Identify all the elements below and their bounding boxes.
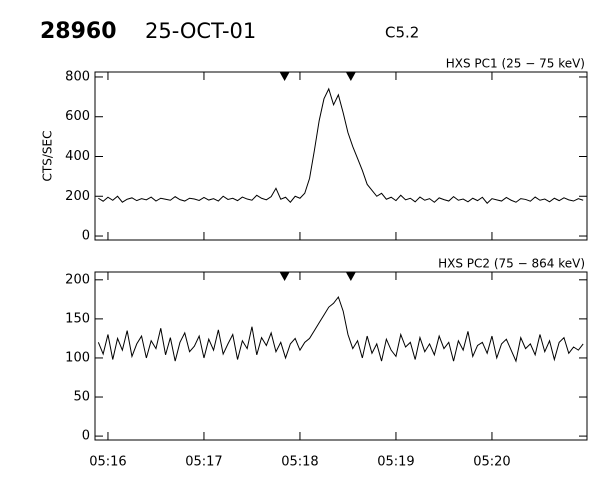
time-marker <box>345 272 356 281</box>
x-tick-label: 05:17 <box>185 455 222 470</box>
legend-entry: HXS PC1 (25 − 75 keV) <box>446 57 585 71</box>
time-marker <box>279 72 290 81</box>
chart-title: 28960 <box>40 19 117 44</box>
y-tick-label: 200 <box>65 272 90 287</box>
time-marker <box>345 72 356 81</box>
data-line <box>98 87 584 204</box>
x-tick-label: 05:20 <box>473 455 510 470</box>
y-tick-label: 800 <box>65 69 90 84</box>
y-tick-label: 0 <box>82 229 90 244</box>
y-tick-label: 0 <box>82 429 90 444</box>
y-tick-label: 50 <box>73 390 90 405</box>
time-marker <box>279 272 290 281</box>
x-tick-label: 05:19 <box>377 455 414 470</box>
y-tick-label: 400 <box>65 149 90 164</box>
x-tick-label: 05:16 <box>89 455 126 470</box>
plot-frame <box>94 271 588 441</box>
x-tick-label: 05:18 <box>281 455 318 470</box>
y-tick-label: 200 <box>65 189 90 204</box>
y-tick-label: 600 <box>65 109 90 124</box>
chart-subtitle: 25-OCT-01 <box>145 19 256 43</box>
annotation: C5.2 <box>385 24 419 42</box>
y-tick-label: 150 <box>65 311 90 326</box>
legend-entry: HXS PC2 (75 − 864 keV) <box>438 257 585 271</box>
data-line <box>97 295 584 363</box>
y-tick-label: 100 <box>65 350 90 365</box>
y-axis-label: CTS/SEC <box>41 131 55 182</box>
plot-frame <box>94 71 588 241</box>
